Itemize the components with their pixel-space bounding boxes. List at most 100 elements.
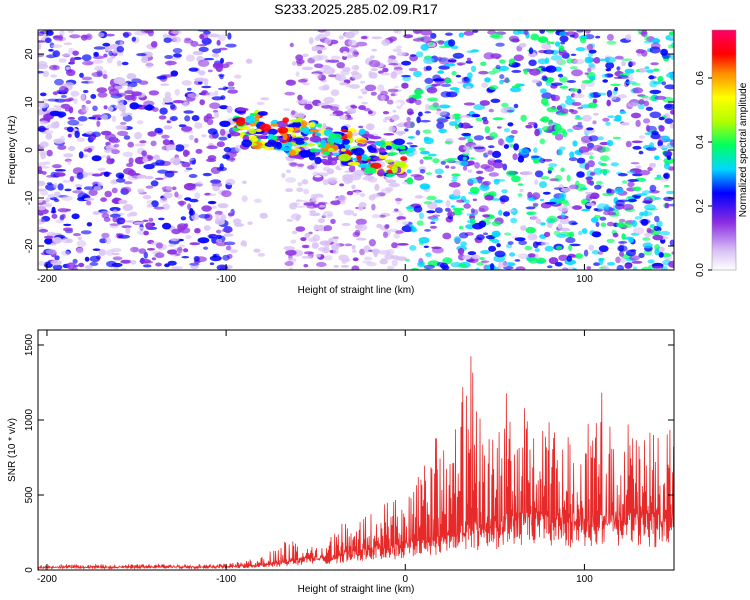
heatmap-cell <box>491 32 504 40</box>
heatmap-cell <box>256 101 265 106</box>
heatmap-cell <box>569 151 575 158</box>
heatmap-cell <box>459 225 464 230</box>
heatmap-cell <box>305 143 316 147</box>
heatmap-cell <box>347 161 360 166</box>
heatmap-cell <box>451 176 459 180</box>
heatmap-cell <box>629 61 636 66</box>
heatmap-cell <box>346 108 357 114</box>
heatmap-cell <box>489 132 498 139</box>
heatmap-cell <box>158 115 167 120</box>
heatmap-cell <box>54 191 61 197</box>
heatmap-cell <box>391 114 400 121</box>
heatmap-cell <box>548 257 559 265</box>
heatmap-cell <box>217 34 226 42</box>
heatmap-cell <box>520 225 527 231</box>
heatmap-cell <box>143 164 155 170</box>
heatmap-cell <box>328 74 337 78</box>
heatmap-cell <box>74 130 80 139</box>
heatmap-cell <box>543 49 555 55</box>
heatmap-cell <box>606 238 615 243</box>
heatmap-cell <box>122 168 135 175</box>
heatmap-cell <box>137 188 145 194</box>
heatmap-cell <box>230 157 236 161</box>
heatmap-cell <box>625 81 637 85</box>
heatmap-cell <box>125 227 131 235</box>
heatmap-cell <box>66 262 76 270</box>
heatmap-cell <box>576 171 585 178</box>
heatmap-cell <box>61 53 70 57</box>
heatmap-cell <box>373 141 383 146</box>
heatmap-cell <box>635 49 645 54</box>
heatmap-cell <box>379 214 386 218</box>
heatmap-cell <box>97 167 106 171</box>
heatmap-cell <box>106 158 115 165</box>
heatmap-cell <box>249 38 256 43</box>
heatmap-cell <box>342 55 347 60</box>
heatmap-cell <box>77 137 85 143</box>
heatmap-cell <box>445 200 451 208</box>
heatmap-cell <box>575 47 586 52</box>
heatmap-cell <box>126 163 134 167</box>
heatmap-cell <box>183 39 194 44</box>
heatmap-cell <box>545 30 556 33</box>
heatmap-cell <box>160 83 170 86</box>
heatmap-cell <box>223 233 234 237</box>
heatmap-cell <box>333 265 339 268</box>
heatmap-cell <box>43 161 51 165</box>
heatmap-cell <box>51 213 58 219</box>
heatmap-cell <box>422 129 432 134</box>
heatmap-cell <box>40 218 46 223</box>
heatmap-cell <box>183 169 190 173</box>
heatmap-cell <box>541 43 552 50</box>
heatmap-cell <box>461 76 471 84</box>
heatmap-cell <box>632 266 638 270</box>
heatmap-cell <box>270 123 279 127</box>
heatmap-cell <box>54 169 66 172</box>
heatmap-cell <box>304 103 313 110</box>
heatmap-cell <box>388 62 399 66</box>
heatmap-cell <box>324 37 332 45</box>
heatmap-cell <box>361 101 368 105</box>
heatmap-cell <box>467 160 475 166</box>
heatmap-cell <box>415 99 422 106</box>
heatmap-cell <box>111 187 118 194</box>
heatmap-cell <box>424 229 431 232</box>
heatmap-cell <box>588 244 595 251</box>
heatmap-cell <box>458 122 464 129</box>
heatmap-cell <box>112 256 123 261</box>
heatmap-cell <box>584 72 589 75</box>
heatmap-cell <box>491 230 501 238</box>
heatmap-cell <box>370 68 378 72</box>
heatmap-cell <box>111 149 120 155</box>
heatmap-cell <box>189 262 200 266</box>
heatmap-cell <box>173 36 182 43</box>
heatmap-cell <box>600 222 607 228</box>
heatmap-cell <box>419 147 426 151</box>
heatmap-cell <box>44 235 54 239</box>
heatmap-cell <box>300 237 307 242</box>
heatmap-cell <box>175 144 185 152</box>
heatmap-cell <box>363 167 377 174</box>
heatmap-cell <box>79 72 84 78</box>
colorbar-ticks: 0.0 0.2 0.4 0.6 <box>695 71 712 277</box>
heatmap-cell <box>654 95 667 100</box>
heatmap-cell <box>45 197 50 203</box>
heatmap-cell <box>194 122 203 129</box>
heatmap-cell <box>415 51 424 58</box>
heatmap-cell <box>534 179 539 185</box>
heatmap-cell <box>119 41 124 47</box>
heatmap-cell <box>413 70 422 78</box>
heatmap-cell <box>508 209 516 213</box>
heatmap-cell <box>207 128 218 135</box>
heatmap-cell <box>463 102 476 106</box>
heatmap-cell <box>599 216 607 221</box>
heatmap-cell <box>38 180 46 187</box>
heatmap-cell <box>586 177 592 185</box>
heatmap-cell <box>39 150 48 156</box>
heatmap-cell <box>539 138 546 145</box>
heatmap-cell <box>58 58 67 63</box>
heatmap-cell <box>184 223 189 228</box>
heatmap-cell <box>242 126 250 130</box>
snr-series <box>38 356 674 570</box>
heatmap-cell <box>643 40 653 44</box>
